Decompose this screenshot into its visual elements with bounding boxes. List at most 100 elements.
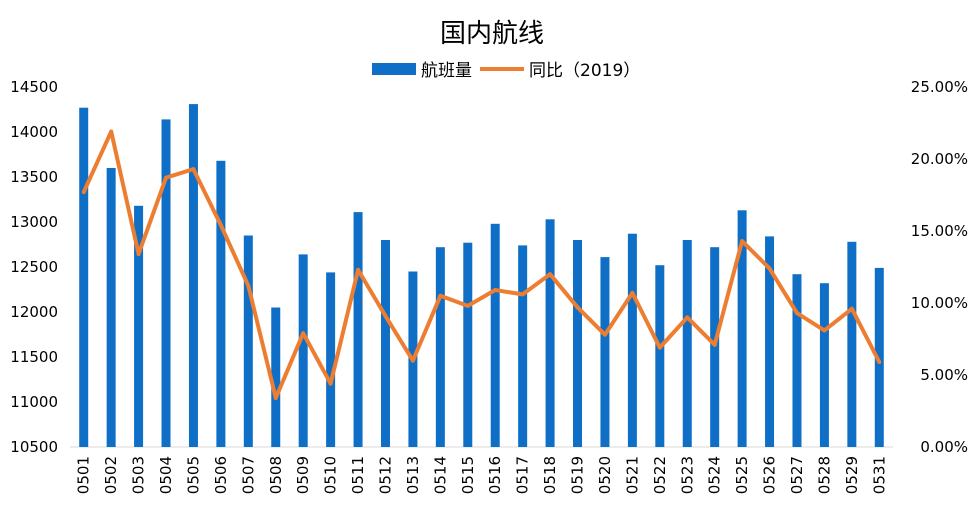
line-point xyxy=(246,283,251,288)
bar xyxy=(380,240,390,447)
line-point xyxy=(356,267,361,272)
bar xyxy=(463,242,473,447)
line-point xyxy=(740,239,745,244)
line-point xyxy=(273,396,278,401)
bar xyxy=(490,223,500,447)
y-axis-right: 0.00% 5.00% 10.00% 15.00% 20.00% 25.00% xyxy=(911,78,968,456)
legend-label-bar: 航班量 xyxy=(421,61,472,81)
y-left-tick-label: 14000 xyxy=(10,123,58,141)
line-point xyxy=(109,129,114,134)
x-axis-ticks: 0501 0502 0503 0504 0505 0506 0507 0508 0509 0510… xyxy=(75,456,889,494)
y-left-tick-label: 11000 xyxy=(10,393,58,411)
line-point xyxy=(410,358,415,363)
bar xyxy=(243,235,253,447)
x-tick-label: 0510 xyxy=(322,456,340,494)
line-point xyxy=(630,290,635,295)
x-tick-label: 0507 xyxy=(239,456,257,494)
bars xyxy=(79,104,884,448)
x-tick-label: 0515 xyxy=(459,456,477,494)
bar xyxy=(682,240,692,447)
line-point xyxy=(822,328,827,333)
y-axis-left: 10500 11000 11500 12000 12500 13000 13500 14000… xyxy=(10,78,58,456)
x-tick-label: 0511 xyxy=(349,456,367,494)
x-tick-label: 0519 xyxy=(569,456,587,494)
y-left-tick-label: 10500 xyxy=(10,438,58,456)
line-point xyxy=(877,360,882,365)
legend: 航班量 同比（2019） xyxy=(372,61,640,81)
line-point xyxy=(383,313,388,318)
x-tick-label: 0529 xyxy=(843,456,861,494)
line-point xyxy=(685,315,690,320)
line-point xyxy=(218,223,223,228)
y-left-tick-label: 12000 xyxy=(10,303,58,321)
line-point xyxy=(575,305,580,310)
bar xyxy=(545,219,555,447)
x-tick-label: 0512 xyxy=(377,456,395,494)
chart-title: 国内航线 xyxy=(440,19,544,49)
line-point xyxy=(191,167,196,172)
bar xyxy=(353,212,363,447)
bar xyxy=(627,233,637,447)
y-right-tick-label: 5.00% xyxy=(920,366,968,384)
x-tick-label: 0524 xyxy=(706,456,724,494)
line-point xyxy=(794,311,799,316)
line-point xyxy=(520,292,525,297)
bar xyxy=(326,272,336,447)
x-tick-label: 0522 xyxy=(651,456,669,494)
line-point xyxy=(657,345,662,350)
x-tick-label: 0503 xyxy=(130,456,148,494)
x-tick-label: 0508 xyxy=(267,456,285,494)
y-left-tick-label: 11500 xyxy=(10,348,58,366)
line-point xyxy=(164,175,169,180)
bar xyxy=(216,160,226,448)
x-tick-label: 0517 xyxy=(514,456,532,494)
y-right-tick-label: 25.00% xyxy=(911,78,968,96)
y-left-tick-label: 13000 xyxy=(10,213,58,231)
y-right-tick-label: 20.00% xyxy=(911,150,968,168)
x-tick-label: 0518 xyxy=(541,456,559,494)
x-tick-label: 0516 xyxy=(486,456,504,494)
bar xyxy=(847,241,857,447)
bar xyxy=(435,247,445,447)
x-tick-label: 0531 xyxy=(870,456,888,494)
bar xyxy=(271,307,281,447)
y-right-tick-label: 15.00% xyxy=(911,222,968,240)
bar xyxy=(737,210,747,447)
y-left-tick-label: 14500 xyxy=(10,78,58,96)
x-tick-label: 0527 xyxy=(788,456,806,494)
line-point xyxy=(465,303,470,308)
x-tick-label: 0504 xyxy=(157,456,175,494)
bar xyxy=(161,119,171,448)
x-tick-label: 0528 xyxy=(815,456,833,494)
line-point xyxy=(136,252,141,257)
line-point xyxy=(849,306,854,311)
x-tick-label: 0505 xyxy=(184,456,202,494)
x-tick-label: 0513 xyxy=(404,456,422,494)
x-tick-label: 0520 xyxy=(596,456,614,494)
bar xyxy=(573,240,583,447)
x-tick-label: 0506 xyxy=(212,456,230,494)
line-point xyxy=(548,272,553,277)
bar xyxy=(710,247,720,447)
x-tick-label: 0526 xyxy=(761,456,779,494)
line-point xyxy=(602,332,607,337)
bar xyxy=(134,205,144,447)
line-point xyxy=(493,288,498,293)
x-tick-label: 0514 xyxy=(431,456,449,494)
y-right-tick-label: 10.00% xyxy=(911,294,968,312)
x-tick-label: 0525 xyxy=(733,456,751,494)
bar xyxy=(874,267,884,447)
bar xyxy=(106,168,116,447)
x-tick-label: 0509 xyxy=(294,456,312,494)
line-point xyxy=(328,381,333,386)
bar xyxy=(518,245,528,447)
x-tick-label: 0501 xyxy=(75,456,93,494)
bar xyxy=(819,283,829,447)
x-tick-label: 0521 xyxy=(623,456,641,494)
legend-label-line: 同比（2019） xyxy=(529,61,640,81)
line-point xyxy=(438,293,443,298)
x-tick-label: 0502 xyxy=(102,456,120,494)
line-point xyxy=(712,342,717,347)
legend-swatch-bar xyxy=(372,63,416,75)
